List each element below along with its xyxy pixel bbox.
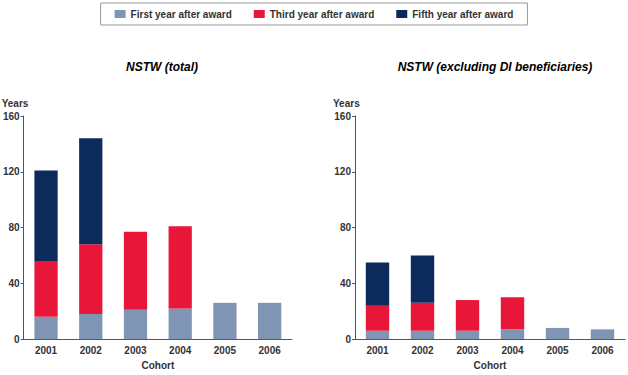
svg-text:Fifth year after award: Fifth year after award: [412, 9, 513, 20]
svg-text:40: 40: [9, 278, 21, 289]
svg-text:80: 80: [9, 222, 21, 233]
svg-text:NSTW (excluding DI beneficiari: NSTW (excluding DI beneficiaries): [398, 60, 593, 74]
svg-text:120: 120: [334, 166, 351, 177]
svg-text:2002: 2002: [411, 345, 434, 356]
svg-text:Cohort: Cohort: [474, 360, 507, 371]
svg-text:2005: 2005: [546, 345, 569, 356]
svg-text:80: 80: [340, 222, 352, 233]
svg-text:0: 0: [14, 334, 20, 345]
svg-text:0: 0: [345, 334, 351, 345]
svg-text:2003: 2003: [124, 345, 147, 356]
svg-text:2004: 2004: [501, 345, 524, 356]
svg-text:Third year after award: Third year after award: [270, 9, 374, 20]
svg-text:160: 160: [3, 111, 20, 122]
svg-text:2002: 2002: [80, 345, 103, 356]
svg-text:120: 120: [3, 166, 20, 177]
svg-text:2004: 2004: [169, 345, 192, 356]
svg-text:First year after award: First year after award: [131, 9, 232, 20]
svg-text:Years: Years: [2, 98, 29, 109]
svg-text:2001: 2001: [35, 345, 58, 356]
svg-text:2006: 2006: [591, 345, 614, 356]
svg-text:2005: 2005: [214, 345, 237, 356]
svg-text:Years: Years: [333, 98, 360, 109]
svg-text:2006: 2006: [259, 345, 282, 356]
svg-text:2001: 2001: [366, 345, 389, 356]
svg-text:160: 160: [334, 111, 351, 122]
svg-text:2003: 2003: [456, 345, 479, 356]
svg-text:40: 40: [340, 278, 352, 289]
svg-text:NSTW (total): NSTW (total): [126, 60, 198, 74]
svg-text:Cohort: Cohort: [141, 360, 174, 371]
